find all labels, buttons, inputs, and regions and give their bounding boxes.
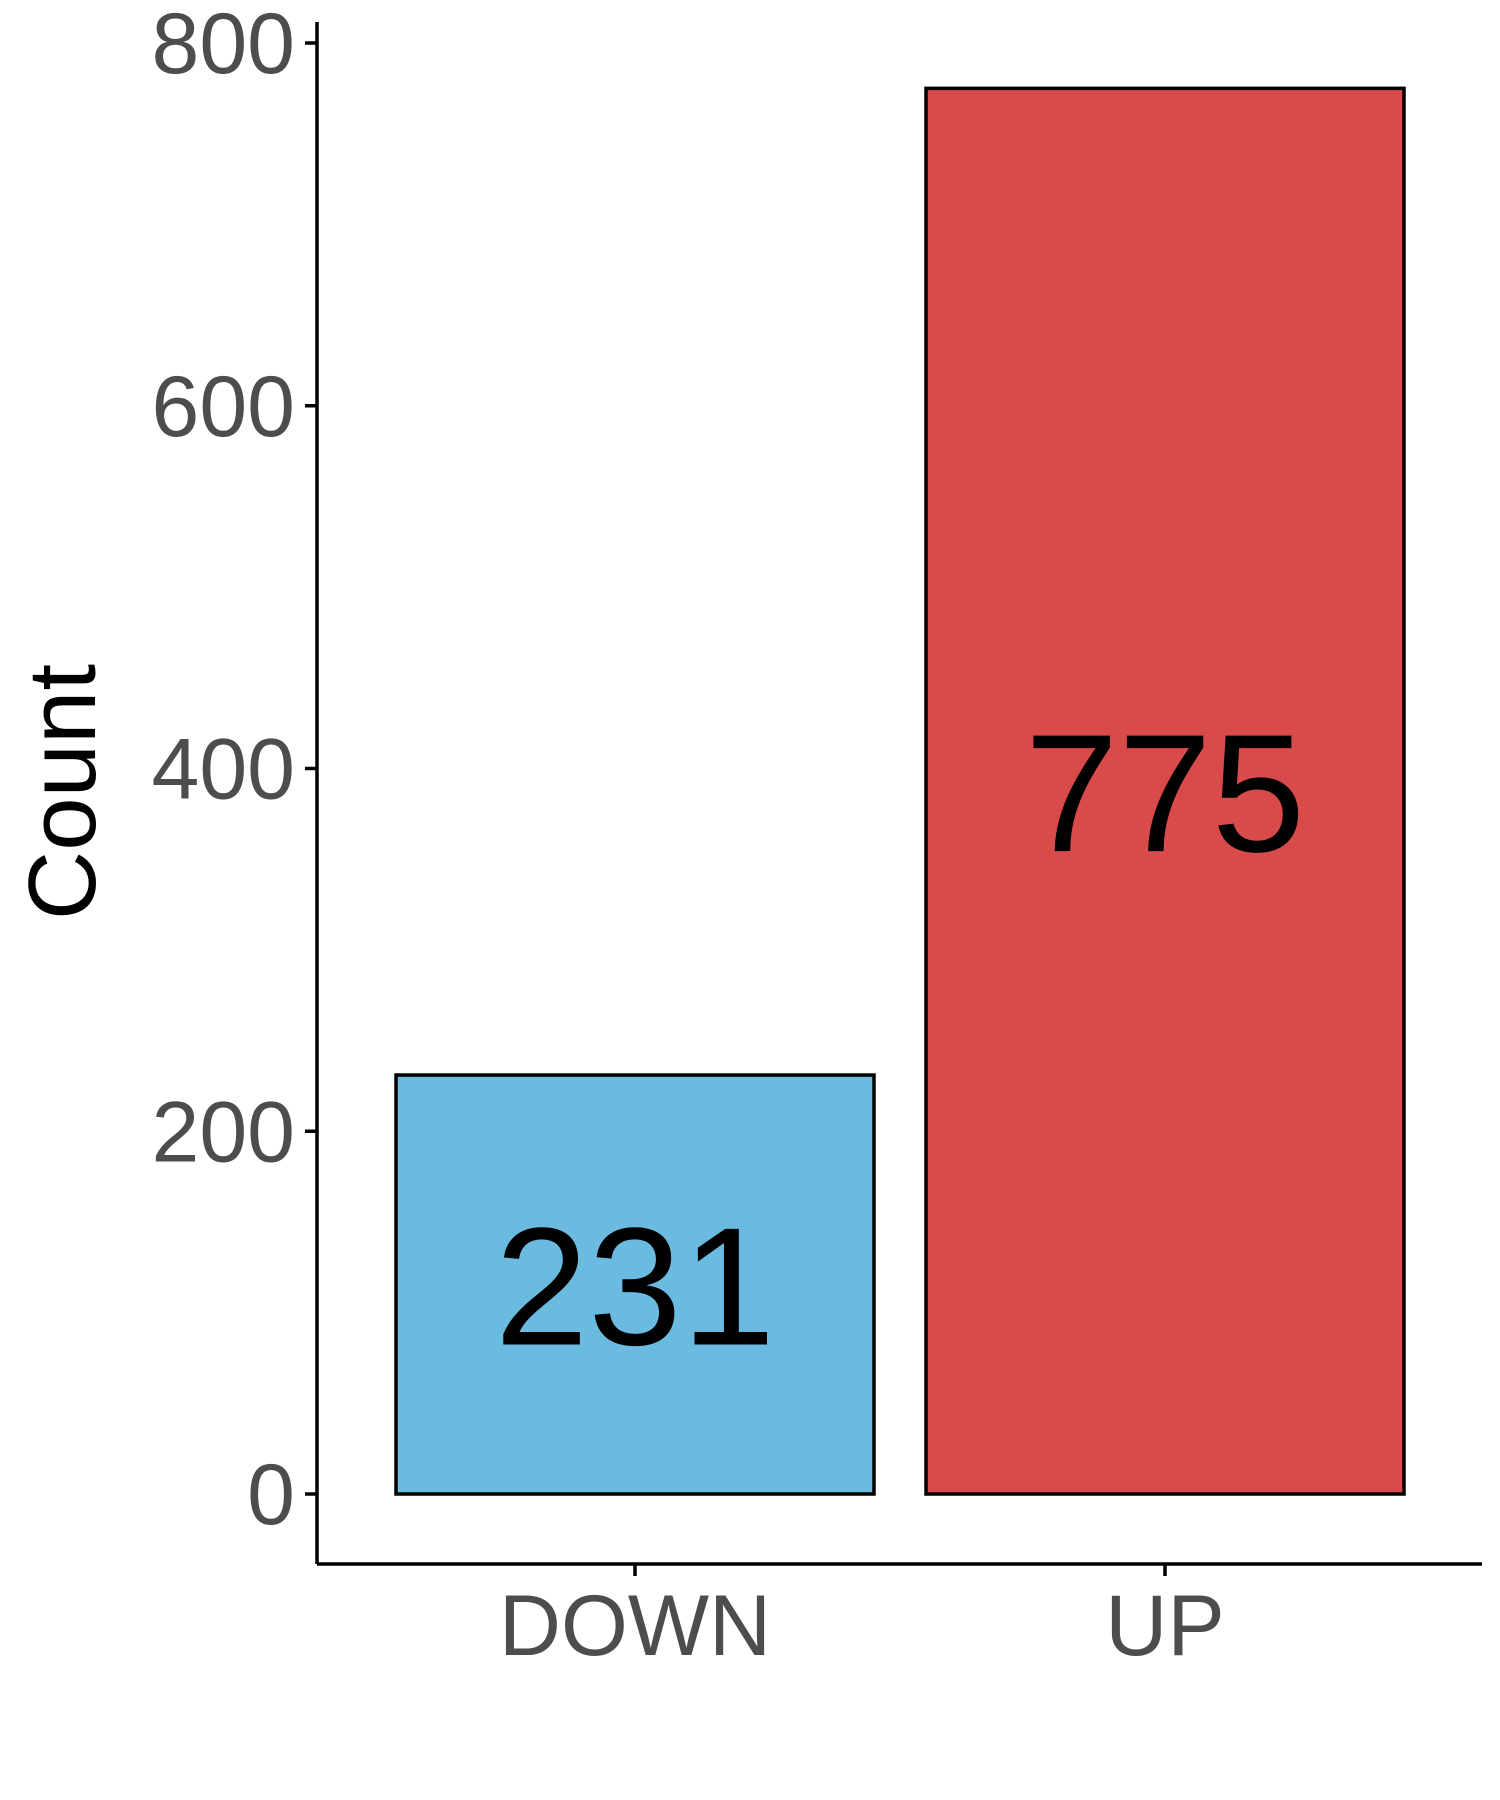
y-tick-label-0: 0	[247, 1447, 295, 1543]
data-label-down: 231	[495, 1193, 775, 1381]
data-label-up: 775	[1025, 699, 1305, 887]
bar-up	[924, 86, 1406, 1496]
axes-layer: 0 200 400 600 800 DOWN UP	[152, 0, 1482, 1674]
x-tick-label-up: UP	[1105, 1578, 1224, 1674]
y-tick-label-600: 600	[152, 359, 296, 455]
y-tick-label-400: 400	[152, 722, 296, 818]
y-tick-label-800: 800	[152, 0, 296, 92]
data-labels-layer: 231 775	[495, 699, 1305, 1380]
bars-layer	[394, 86, 1406, 1496]
bar-down	[394, 1073, 876, 1496]
x-tick-label-down: DOWN	[499, 1578, 771, 1674]
y-tick-label-200: 200	[152, 1084, 296, 1180]
y-axis-title: Count	[9, 664, 116, 920]
